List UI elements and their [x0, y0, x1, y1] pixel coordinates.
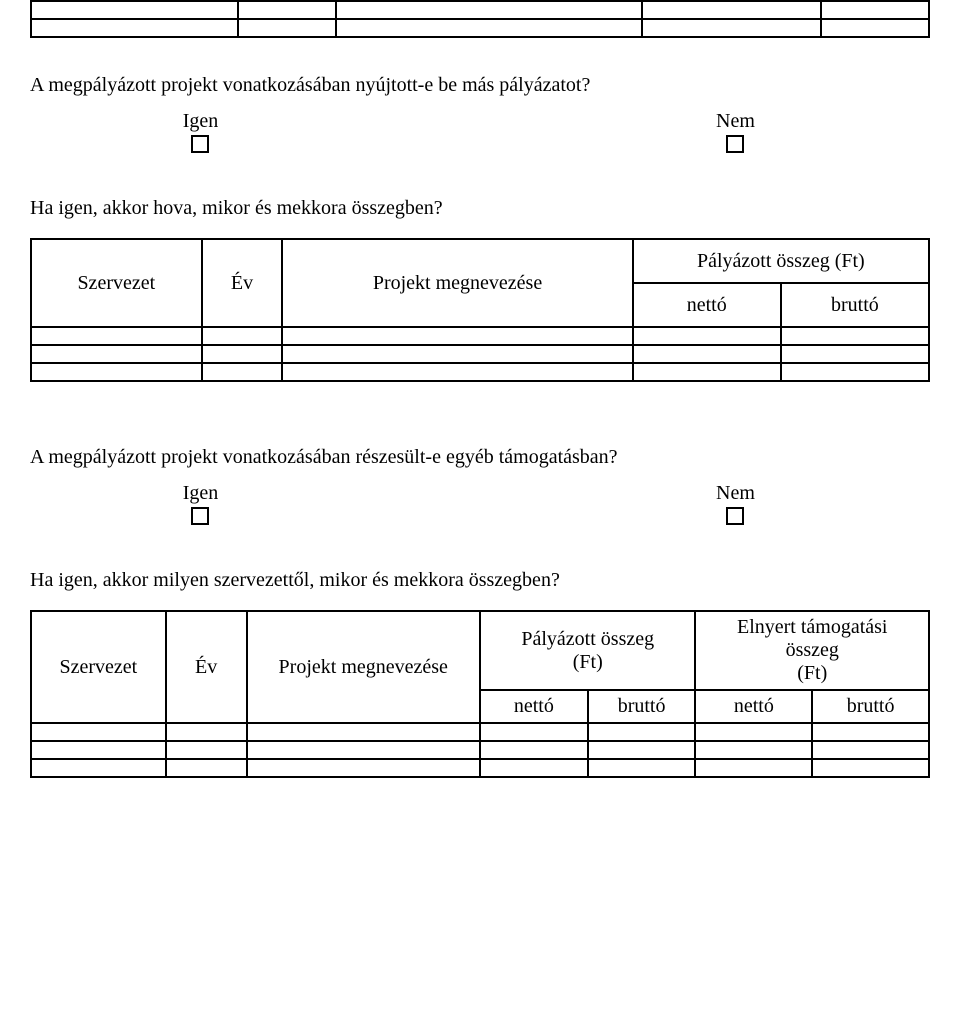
q1-yes-label: Igen	[183, 109, 219, 133]
table-row	[31, 1, 929, 19]
q2-no-checkbox[interactable]	[726, 507, 744, 525]
top-stub-table	[30, 0, 930, 38]
col-project: Projekt megnevezése	[247, 611, 480, 723]
q1-yes-checkbox[interactable]	[191, 135, 209, 153]
col-gross-2: bruttó	[812, 690, 929, 723]
question-1-text: A megpályázott projekt vonatkozásában ny…	[30, 74, 930, 97]
q2-yes-label: Igen	[183, 481, 219, 505]
col-gross: bruttó	[781, 283, 929, 327]
table-applied-funds: Szervezet Év Projekt megnevezése Pályázo…	[30, 238, 930, 382]
q2-yesno-group: Igen Nem	[30, 481, 930, 525]
col-year: Év	[166, 611, 247, 723]
table-received-support: Szervezet Év Projekt megnevezése Pályázo…	[30, 610, 930, 778]
q2-yes-checkbox[interactable]	[191, 507, 209, 525]
q1-no-checkbox[interactable]	[726, 135, 744, 153]
col-org: Szervezet	[31, 239, 202, 327]
table-row	[31, 741, 929, 759]
table-row	[31, 759, 929, 777]
q1-followup-text: Ha igen, akkor hova, mikor és mekkora ös…	[30, 197, 930, 220]
col-won: Elnyert támogatási összeg (Ft)	[695, 611, 929, 690]
col-applied: Pályázott összeg (Ft)	[480, 611, 696, 690]
table-header-row: Szervezet Év Projekt megnevezése Pályázo…	[31, 239, 929, 283]
q2-followup-text: Ha igen, akkor milyen szervezettől, miko…	[30, 569, 930, 592]
q1-no-label: Nem	[716, 109, 755, 133]
col-net-1: nettó	[480, 690, 588, 723]
q1-yesno-group: Igen Nem	[30, 109, 930, 153]
col-gross-1: bruttó	[588, 690, 696, 723]
col-net: nettó	[633, 283, 781, 327]
col-year: Év	[202, 239, 283, 327]
table-row	[31, 19, 929, 37]
col-org: Szervezet	[31, 611, 166, 723]
table-header-row: Szervezet Év Projekt megnevezése Pályázo…	[31, 611, 929, 690]
q2-no-label: Nem	[716, 481, 755, 505]
table-row	[31, 363, 929, 381]
table-row	[31, 345, 929, 363]
question-2-text: A megpályázott projekt vonatkozásában ré…	[30, 446, 930, 469]
col-net-2: nettó	[695, 690, 812, 723]
col-project: Projekt megnevezése	[282, 239, 632, 327]
table-row	[31, 327, 929, 345]
table-row	[31, 723, 929, 741]
col-amount: Pályázott összeg (Ft)	[633, 239, 929, 283]
